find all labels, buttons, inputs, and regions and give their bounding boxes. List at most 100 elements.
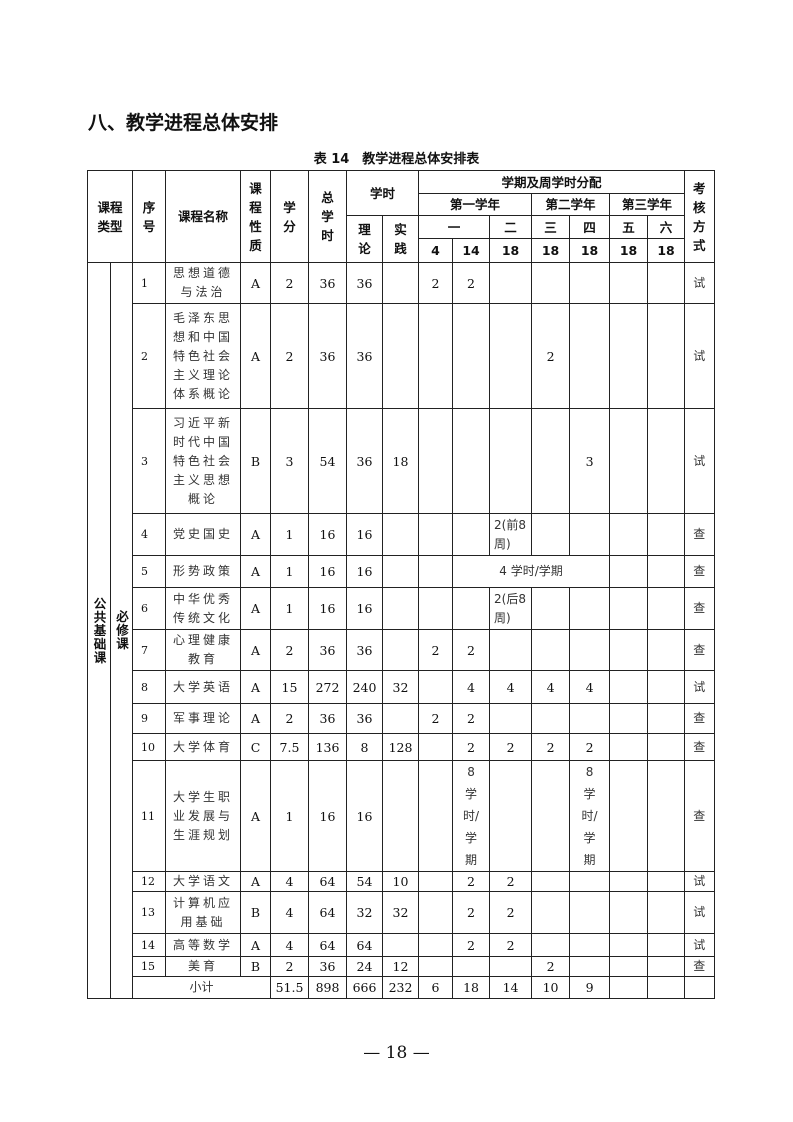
total-cell: 272	[308, 670, 347, 704]
s6-cell	[647, 703, 686, 734]
header-s4: 四	[569, 215, 611, 239]
practice-cell	[382, 262, 419, 304]
seq-cell: 5	[132, 555, 166, 588]
practice-cell: 10	[382, 871, 419, 892]
s5-cell	[609, 555, 649, 588]
subtotal-label: 小计	[132, 976, 271, 999]
practice-cell: 128	[382, 733, 419, 761]
theory-cell: 8	[346, 733, 383, 761]
s5-cell	[609, 956, 649, 977]
s1b-cell	[451, 513, 491, 556]
s3-cell: 4	[531, 670, 571, 704]
total-cell: 16	[308, 587, 347, 630]
s1b-cell: 2	[451, 891, 491, 934]
s1a-cell	[418, 760, 453, 872]
table-row: 3 习近平新时代中国特色社会主义思想概论 B 3 54 36 18 3 试	[88, 408, 715, 514]
course-name: 计算机应用基础	[165, 891, 241, 934]
s3-cell	[531, 933, 571, 957]
s2-cell: 2(后8周)	[489, 587, 533, 630]
s1a-cell	[418, 733, 453, 761]
s1b-cell	[451, 303, 491, 409]
seq-cell: 12	[132, 871, 166, 892]
credit-cell: 2	[270, 262, 309, 304]
subtotal-credit: 51.5	[270, 976, 309, 999]
header-dist: 学期及周学时分配	[417, 170, 686, 194]
table-row: 9 军事理论 A 2 36 36 2 2 查	[88, 703, 715, 734]
s3-cell	[531, 408, 571, 514]
practice-cell	[382, 760, 419, 872]
s2-cell	[489, 629, 533, 671]
table-row: 15 美育 B 2 36 24 12 2 查	[88, 956, 715, 977]
course-name: 形势政策	[165, 555, 241, 588]
table-row: 10 大学体育 C 7.5 136 8 128 2 2 2 2 查	[88, 733, 715, 761]
total-cell: 16	[308, 760, 347, 872]
credit-cell: 2	[270, 956, 309, 977]
table-caption: 表 14 教学进程总体安排表	[313, 152, 480, 167]
s1b-cell: 2	[451, 703, 491, 734]
s2-cell	[489, 703, 533, 734]
practice-cell	[382, 555, 419, 588]
course-name: 毛泽东思想和中国特色社会主义理论体系概论	[165, 303, 241, 409]
header-exam: 考核方式	[684, 170, 715, 263]
category-cell: 公共基础课	[87, 262, 111, 999]
s5-cell	[609, 587, 649, 630]
practice-cell: 18	[382, 408, 419, 514]
s1a-cell	[418, 555, 453, 588]
s4-cell	[569, 262, 611, 304]
table-row: 13 计算机应用基础 B 4 64 32 32 2 2 试	[88, 891, 715, 934]
header-s6: 六	[647, 215, 686, 239]
s1b-cell	[451, 956, 491, 977]
course-name: 大学体育	[165, 733, 241, 761]
header-nature: 课程性质	[240, 170, 271, 263]
s4-cell	[569, 587, 611, 630]
s6-cell	[647, 587, 686, 630]
exam-cell: 查	[684, 956, 715, 977]
seq-cell: 10	[132, 733, 166, 761]
weeks-s6: 18	[647, 238, 686, 263]
nature-cell: A	[240, 871, 271, 892]
exam-cell: 查	[684, 513, 715, 556]
page-number: — 18 —	[363, 1043, 430, 1063]
header-total: 总学时	[308, 170, 347, 263]
weeks-s2: 18	[489, 238, 533, 263]
practice-cell: 12	[382, 956, 419, 977]
s3-cell	[531, 629, 571, 671]
credit-cell: 15	[270, 670, 309, 704]
s5-cell	[609, 262, 649, 304]
s1a-cell	[418, 408, 453, 514]
s4-cell: 3	[569, 408, 611, 514]
s4-cell	[569, 703, 611, 734]
s3-cell	[531, 262, 571, 304]
header-s2: 二	[489, 215, 533, 239]
course-name: 心理健康教育	[165, 629, 241, 671]
s4-cell	[569, 891, 611, 934]
exam-cell: 查	[684, 733, 715, 761]
seq-cell: 11	[132, 760, 166, 872]
nature-cell: A	[240, 703, 271, 734]
seq-cell: 14	[132, 933, 166, 957]
theory-cell: 32	[346, 891, 383, 934]
s4-cell	[569, 303, 611, 409]
s6-cell	[647, 891, 686, 934]
nature-cell: A	[240, 587, 271, 630]
weeks-s1b: 14	[451, 238, 491, 263]
s5-cell	[609, 513, 649, 556]
s5-cell	[609, 871, 649, 892]
s1b-cell: 2	[451, 733, 491, 761]
practice-cell	[382, 587, 419, 630]
exam-cell: 试	[684, 408, 715, 514]
nature-cell: A	[240, 513, 271, 556]
seq-cell: 3	[132, 408, 166, 514]
s2-cell	[489, 408, 533, 514]
s2-cell	[489, 262, 533, 304]
s6-cell	[647, 733, 686, 761]
table-row: 4 党史国史 A 1 16 16 2(前8周) 查	[88, 513, 715, 556]
subtotal-row: 小计 51.5 898 666 232 6 18 14 10 9	[88, 976, 715, 999]
theory-cell: 16	[346, 760, 383, 872]
s4-cell: 8学时/学期	[569, 760, 611, 872]
s6-cell	[647, 408, 686, 514]
header-s5: 五	[609, 215, 649, 239]
nature-cell: C	[240, 733, 271, 761]
seq-cell: 6	[132, 587, 166, 630]
table-row: 14 高等数学 A 4 64 64 2 2 试	[88, 933, 715, 957]
